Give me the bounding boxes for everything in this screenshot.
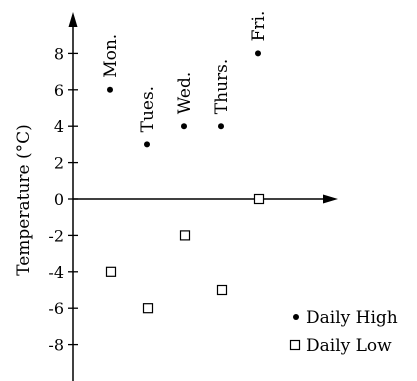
- daily-high-point: [255, 50, 261, 57]
- daily-low-point: [179, 230, 191, 241]
- category-label: Tues.: [138, 86, 158, 132]
- daily-low-point: [105, 266, 117, 277]
- category-labels: Mon. Tues. Wed. Thurs. Fri.: [101, 11, 269, 133]
- daily-high-point: [107, 86, 113, 93]
- y-tick-label: 6: [54, 81, 64, 100]
- y-tick-label: -2: [48, 226, 64, 245]
- y-tick-label: 0: [54, 190, 64, 209]
- legend: Daily High Daily Low: [289, 308, 398, 356]
- category-label: Fri.: [249, 11, 269, 42]
- legend-daily-low-marker: [289, 339, 301, 351]
- x-axis-arrow: [323, 194, 338, 204]
- y-axis-label: Temperature (°C): [14, 124, 34, 276]
- daily-low-point: [253, 193, 265, 205]
- y-tick-label: -4: [48, 263, 64, 282]
- legend-daily-high-label: Daily High: [306, 308, 398, 328]
- category-label: Mon.: [101, 34, 121, 78]
- category-label: Wed.: [175, 72, 195, 114]
- daily-low-point: [142, 303, 154, 314]
- y-tick-label: 8: [54, 44, 64, 63]
- daily-high-point: [181, 123, 187, 130]
- daily-low-point: [216, 284, 228, 296]
- y-tick-label: 2: [54, 154, 64, 173]
- daily-high-point: [144, 141, 150, 148]
- category-label: Thurs.: [212, 59, 232, 115]
- data-points: [105, 50, 265, 314]
- y-axis-arrow: [68, 12, 78, 27]
- y-tick-label: -6: [48, 299, 64, 318]
- y-tick-label: 4: [54, 117, 64, 136]
- legend-daily-high-marker: [293, 314, 299, 320]
- legend-daily-low-label: Daily Low: [306, 336, 392, 356]
- y-tick-label: -8: [48, 336, 64, 355]
- daily-high-point: [218, 123, 224, 130]
- y-ticks: 8 6 4 2 0 -2 -4 -6 -8: [48, 44, 78, 355]
- axes: [68, 12, 338, 381]
